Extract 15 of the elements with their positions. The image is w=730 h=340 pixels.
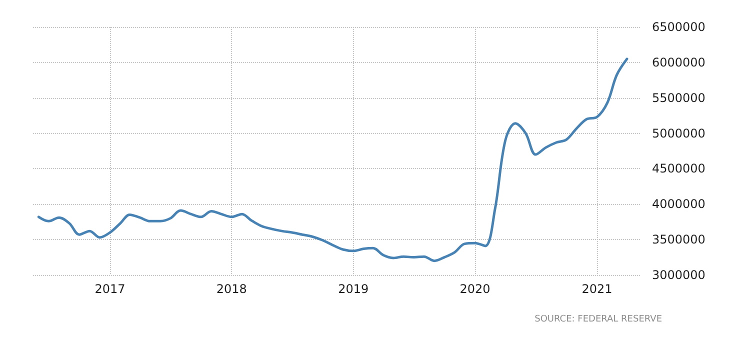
line-series <box>37 58 628 262</box>
x-tick-label: 2020 <box>460 282 490 296</box>
y-tick-label: 6500000 <box>652 20 706 34</box>
y-tick-label: 3000000 <box>652 268 706 282</box>
y-tick-label: 4000000 <box>652 197 706 212</box>
x-tick-label: 2021 <box>582 282 612 296</box>
x-tick-label: 2019 <box>338 282 369 296</box>
x-tick-label: 2017 <box>94 282 126 296</box>
x-tick-label: 2018 <box>216 282 247 296</box>
y-tick-label: 6000000 <box>652 55 706 70</box>
y-tick-label: 5000000 <box>652 126 706 140</box>
source-note: SOURCE: FEDERAL RESERVE <box>534 314 662 324</box>
y-tick-label: 5500000 <box>652 90 706 105</box>
y-tick-label: 4500000 <box>652 162 706 176</box>
y-tick-label: 3500000 <box>652 232 706 247</box>
